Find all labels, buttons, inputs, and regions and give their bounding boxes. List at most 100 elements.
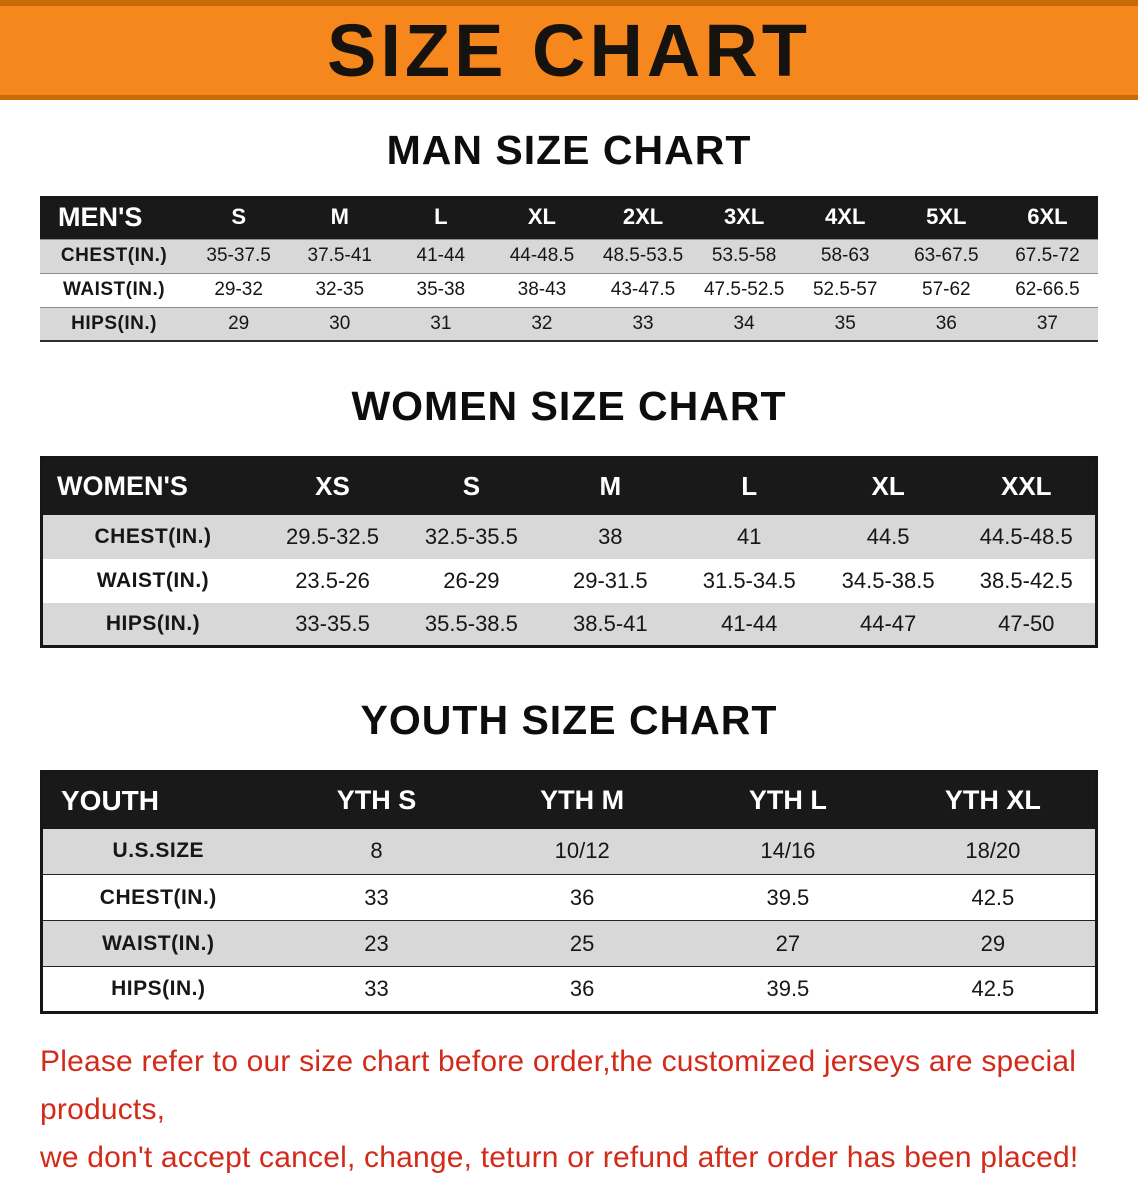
- size-value-cell: 23.5-26: [295, 567, 370, 593]
- size-value-cell: 33-35.5: [295, 610, 370, 636]
- size-value-cell: 33: [364, 976, 389, 1001]
- size-value-cell: 47.5-52.5: [703, 279, 785, 300]
- size-value-cell: 31.5-34.5: [702, 567, 796, 593]
- row-label-cell: CHEST(IN.): [94, 524, 212, 548]
- table-row: CHEST(IN.) 29.5-32.5 32.5-35.5 38 41 44.5 44.5…: [41, 514, 1097, 559]
- size-value-cell: 39.5: [766, 884, 810, 910]
- size-column-header: XS: [263, 457, 402, 515]
- table-row: HIPS(IN.) 33 36 39.5 42.5: [41, 966, 1097, 1013]
- size-value-cell: 57-62: [922, 279, 971, 300]
- disclaimer-line-2: we don't accept cancel, change, teturn o…: [40, 1141, 1079, 1174]
- table-row: U.S.SIZE 8 10/12 14/16 18/20: [41, 828, 1097, 875]
- size-value-cell: 29: [980, 930, 1006, 956]
- size-column-header: YTH M: [479, 771, 686, 829]
- size-value-cell: 48.5-53.5: [602, 245, 684, 266]
- size-column-header: 6XL: [996, 196, 1098, 239]
- youth-section: YOUTH SIZE CHART YOUTH YTH S YTH M YTH L YTH…: [0, 698, 1138, 1014]
- size-value-cell: 38: [598, 523, 623, 549]
- size-value-cell: 38-43: [517, 279, 567, 300]
- size-value-cell: 10/12: [554, 838, 610, 864]
- size-value-cell: 32-35: [315, 279, 365, 300]
- table-row: WAIST(IN.) 23.5-26 26-29 29-31.5 31.5-34.5 34…: [42, 559, 1097, 603]
- size-value-cell: 52.5-57: [812, 279, 878, 300]
- row-label-cell: CHEST(IN.): [99, 885, 217, 909]
- size-value-cell: 26-29: [443, 567, 500, 593]
- size-value-cell: 34.5-38.5: [841, 567, 935, 593]
- women-section-heading: WOMEN SIZE CHART: [351, 383, 787, 429]
- disclaimer: Please refer to our size chart before or…: [40, 1038, 1118, 1182]
- size-value-cell: 32.5-35.5: [424, 523, 518, 549]
- size-value-cell: 36: [569, 976, 595, 1001]
- size-column-header: M: [289, 196, 391, 239]
- size-value-cell: 41-44: [721, 610, 778, 636]
- size-column-header: S: [401, 457, 541, 515]
- size-value-cell: 35-37.5: [206, 245, 271, 266]
- men-section-heading: MAN SIZE CHART: [386, 127, 752, 173]
- size-value-cell: 44.5: [866, 523, 910, 549]
- size-value-cell: 44.5-48.5: [979, 523, 1073, 549]
- row-label-cell: HIPS(IN.): [71, 312, 157, 334]
- size-column-header: 2XL: [592, 196, 694, 239]
- size-value-cell: 62-66.5: [1015, 279, 1080, 300]
- size-value-cell: 29-32: [214, 279, 263, 300]
- table-title-cell: MEN'S: [40, 196, 189, 239]
- size-value-cell: 38.5-41: [573, 610, 648, 636]
- table-header-row: MEN'S S M L XL 2XL 3XL 4XL 5XL 6XL: [40, 196, 1098, 239]
- row-label-cell: WAIST(IN.): [102, 931, 215, 955]
- size-value-cell: 34: [733, 312, 755, 334]
- size-column-header: YTH XL: [890, 771, 1097, 829]
- size-column-header: L: [390, 196, 492, 239]
- size-column-header: XL: [491, 196, 593, 239]
- youth-section-heading: YOUTH SIZE CHART: [360, 697, 778, 743]
- size-value-cell: 37: [1036, 312, 1058, 334]
- size-value-cell: 47-50: [998, 610, 1055, 636]
- women-section: WOMEN SIZE CHART WOMEN'S XS S M L XL XXL CHEST(…: [0, 384, 1138, 648]
- row-label-cell: WAIST(IN.): [96, 568, 210, 592]
- size-column-header: YTH S: [273, 771, 480, 829]
- men-section: MAN SIZE CHART MEN'S S M L XL 2XL 3XL 4XL 5XL 6XL…: [0, 128, 1138, 342]
- size-value-cell: 8: [370, 838, 383, 864]
- size-value-cell: 63-67.5: [914, 245, 979, 266]
- banner-title: SIZE CHART: [327, 8, 811, 92]
- table-header-row: YOUTH YTH S YTH M YTH L YTH XL: [41, 771, 1097, 829]
- size-column-header: L: [679, 457, 819, 515]
- size-value-cell: 35: [834, 312, 856, 334]
- size-value-cell: 29-31.5: [573, 567, 648, 593]
- size-value-cell: 30: [329, 312, 351, 334]
- size-value-cell: 37.5-41: [307, 245, 372, 266]
- row-label-cell: U.S.SIZE: [112, 839, 205, 863]
- size-value-cell: 42.5: [971, 884, 1015, 910]
- size-value-cell: 39.5: [766, 976, 810, 1001]
- size-value-cell: 41-44: [416, 245, 466, 266]
- size-value-cell: 31: [430, 312, 452, 334]
- table-row: CHEST(IN.) 35-37.5 37.5-41 41-44 44-48.5 48.5…: [40, 239, 1098, 273]
- table-row: HIPS(IN.) 29 30 31 32 33 34 35 36 37: [40, 307, 1098, 341]
- table-row: CHEST(IN.) 33 36 39.5 42.5: [41, 874, 1097, 921]
- size-column-header: 5XL: [895, 196, 997, 239]
- size-value-cell: 42.5: [971, 976, 1015, 1001]
- size-value-cell: 14/16: [760, 838, 816, 864]
- row-label-cell: CHEST(IN.): [60, 245, 168, 266]
- women-size-table: WOMEN'S XS S M L XL XXL CHEST(IN.) 29.5-32.5 32.5…: [40, 456, 1098, 648]
- size-value-cell: 41: [736, 523, 762, 549]
- size-value-cell: 32: [531, 312, 553, 334]
- size-column-header: 3XL: [693, 196, 795, 239]
- size-value-cell: 53.5-58: [711, 245, 777, 266]
- table-row: WAIST(IN.) 23 25 27 29: [41, 920, 1097, 967]
- size-value-cell: 44-48.5: [509, 245, 575, 266]
- size-value-cell: 29: [228, 312, 250, 334]
- size-value-cell: 44-47: [859, 610, 917, 636]
- size-value-cell: 18/20: [965, 838, 1021, 864]
- size-value-cell: 36: [935, 312, 957, 334]
- size-value-cell: 29.5-32.5: [286, 523, 379, 549]
- size-value-cell: 35.5-38.5: [424, 610, 518, 636]
- youth-size-table: YOUTH YTH S YTH M YTH L YTH XL U.S.SIZE 8 10/12…: [40, 770, 1098, 1014]
- size-value-cell: 33: [364, 884, 389, 910]
- size-column-header: XL: [818, 457, 958, 515]
- size-column-header: M: [540, 457, 680, 515]
- size-value-cell: 33: [632, 312, 654, 334]
- table-row: HIPS(IN.) 33-35.5 35.5-38.5 38.5-41 41-44 44-…: [41, 602, 1097, 647]
- size-value-cell: 27: [775, 930, 801, 956]
- row-label-cell: HIPS(IN.): [111, 977, 206, 1000]
